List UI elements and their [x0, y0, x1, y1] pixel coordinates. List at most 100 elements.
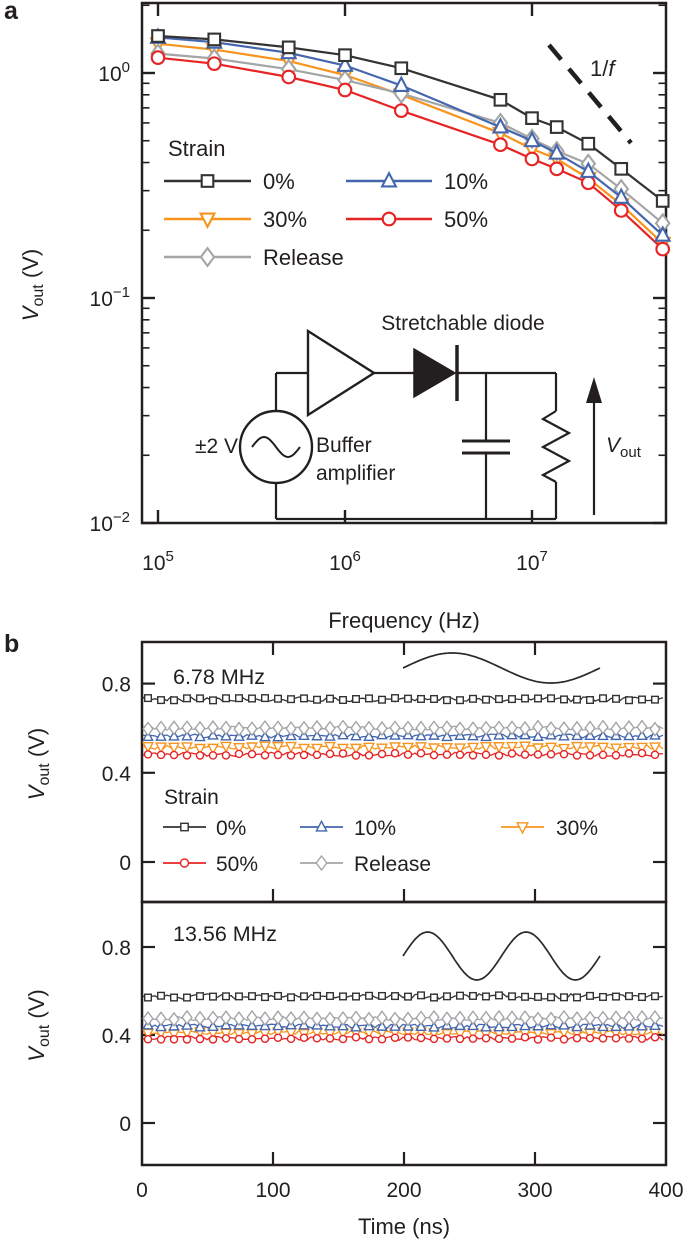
series-marker-10pct	[636, 1019, 648, 1031]
series-marker-50pct	[182, 1035, 192, 1044]
series-marker-30pct	[545, 742, 557, 755]
series-0pct	[142, 991, 664, 1002]
legend-title: Strain	[168, 136, 225, 161]
series-marker-0pct	[234, 694, 243, 703]
x-tick-label: 100	[255, 1179, 290, 1202]
legend-swatch-marker	[381, 211, 397, 227]
legend-swatch-marker	[380, 170, 398, 188]
series-marker-10pct	[415, 1020, 427, 1032]
series-marker-0pct	[234, 992, 243, 1001]
series-marker-50pct	[481, 750, 491, 759]
legend-item-label: 50%	[216, 853, 258, 876]
series-marker-50pct	[182, 751, 192, 760]
series-marker-0pct	[521, 694, 530, 703]
resistor-symbol	[540, 410, 572, 483]
series-line-50pct	[142, 751, 664, 758]
stretchable-diode-label: Stretchable diode	[381, 312, 544, 335]
series-marker-30pct	[337, 743, 349, 756]
series-marker-50pct	[572, 751, 582, 760]
series-marker-50pct	[585, 750, 595, 760]
series-marker-50pct	[273, 750, 283, 760]
series-release	[142, 1009, 664, 1027]
series-marker-0pct	[261, 993, 270, 1002]
series-marker-release	[571, 1011, 583, 1027]
series-marker-release	[376, 720, 388, 737]
series-marker-10pct	[311, 729, 323, 741]
legend-b: Strain 0% 10% 30% 50% Release	[163, 786, 598, 876]
series-marker-50pct	[624, 749, 634, 758]
y-axis-title-b1: Vout (V)	[24, 989, 53, 1061]
series-marker-release	[610, 721, 622, 737]
series-marker-0pct	[182, 993, 191, 1002]
series-marker-release	[181, 1009, 193, 1026]
series-marker-release	[350, 1010, 362, 1026]
series-marker-50pct	[247, 1035, 257, 1044]
panel-a: 105 106 107 100 10−1 10−2 Frequency (Hz) Vout (…	[18, 1, 672, 633]
series-marker-0pct	[443, 992, 452, 1001]
legend-swatch-marker	[200, 174, 215, 188]
series-marker-0pct	[638, 695, 647, 704]
series-marker-50pct	[442, 750, 452, 759]
series-marker-50pct	[286, 1034, 296, 1044]
series-marker-release	[311, 719, 323, 735]
series-marker-release	[480, 720, 492, 736]
series-marker-10pct	[597, 1020, 609, 1032]
series-marker-0pct	[143, 993, 152, 1002]
series-line-30pct	[142, 744, 664, 750]
series-marker-release	[558, 1009, 570, 1025]
series-marker-50pct	[520, 1033, 530, 1042]
series-marker-50pct	[208, 1035, 218, 1044]
series-marker-0pct	[143, 694, 152, 703]
series-marker-50pct	[637, 748, 647, 758]
legend-item-label: 50%	[444, 207, 488, 232]
series-marker-50pct	[312, 1034, 322, 1043]
series-marker-50pct	[377, 749, 387, 759]
series-marker-30pct	[376, 743, 388, 755]
series-marker-0pct	[404, 694, 413, 703]
series-marker-30pct	[389, 742, 401, 754]
diode-symbol	[413, 347, 457, 399]
legend-swatch-marker	[315, 854, 328, 872]
series-marker-50pct	[507, 749, 517, 758]
series-marker-release	[207, 719, 219, 736]
x-tick-label: 300	[517, 1179, 552, 1202]
series-marker-50pct	[546, 749, 556, 759]
series-marker-30pct	[649, 742, 661, 754]
series-marker-0pct	[404, 992, 413, 1001]
series-marker-50pct	[337, 82, 353, 98]
series-marker-10pct	[336, 55, 354, 72]
series-marker-50pct	[455, 1034, 465, 1044]
y-tick-label: 0.4	[102, 1025, 132, 1048]
series-line-50pct	[142, 1035, 664, 1042]
series-marker-release	[272, 1010, 284, 1026]
series-marker-0pct	[547, 993, 556, 1002]
legend-item-release: Release	[164, 245, 344, 270]
legend-swatch-marker	[199, 246, 216, 268]
series-marker-release	[337, 1010, 349, 1027]
series-line-50pct	[157, 56, 664, 250]
series-marker-10pct	[363, 730, 375, 742]
series-marker-10pct	[350, 1020, 362, 1032]
series-marker-50pct	[549, 161, 565, 177]
series-marker-50pct	[520, 750, 530, 759]
series-marker-release	[610, 1010, 622, 1026]
series-50pct	[142, 1032, 664, 1044]
series-marker-50pct	[650, 750, 660, 760]
series-marker-0pct	[352, 695, 361, 704]
series-marker-0pct	[300, 992, 309, 1001]
series-marker-50pct	[260, 1034, 270, 1043]
y-tick-label: 10−2	[90, 509, 130, 536]
series-marker-50pct	[655, 241, 671, 257]
series-marker-0pct	[338, 48, 352, 63]
series-marker-50pct	[208, 751, 218, 760]
series-marker-10pct	[392, 75, 410, 92]
legend-item-label: Release	[263, 245, 344, 270]
series-marker-release	[623, 719, 635, 736]
series-marker-30pct	[428, 743, 440, 755]
series-marker-0pct	[521, 992, 530, 1001]
series-marker-30pct	[519, 741, 531, 753]
series-marker-0pct	[182, 694, 191, 703]
series-marker-release	[441, 1011, 453, 1027]
series-marker-0pct	[391, 694, 400, 703]
series-marker-release	[454, 721, 466, 737]
